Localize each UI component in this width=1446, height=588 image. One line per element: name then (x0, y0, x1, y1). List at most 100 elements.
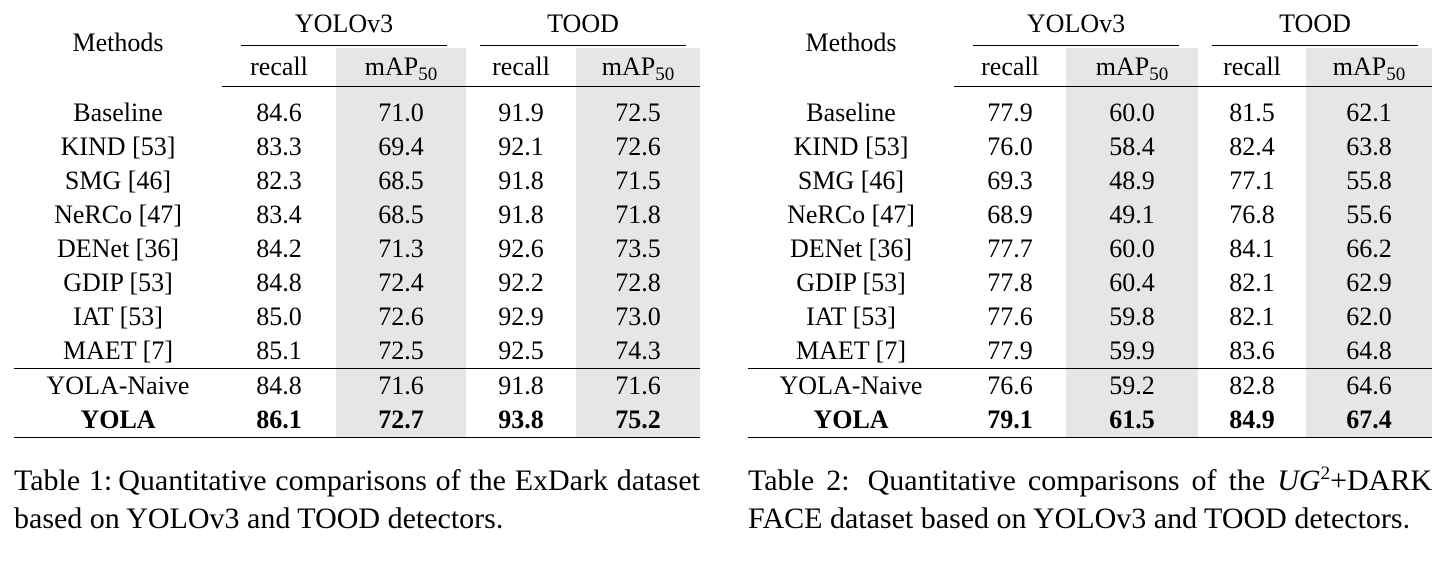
table-body: Baseline 84.6 71.0 91.9 72.5 KIND [53] 83.3 69.… (14, 86, 700, 438)
subheader-map50: mAP50 (336, 48, 466, 87)
results-table-2: Methods YOLOv3 TOOD recall mAP50 recall … (748, 0, 1432, 438)
method-cell: Baseline (73, 97, 163, 127)
yolov3-map50-cell: 60.0 (1066, 232, 1198, 266)
table-row: YOLA 86.1 72.7 93.8 75.2 (14, 403, 700, 438)
table-row: YOLA-Naive 84.8 71.6 91.8 71.6 (14, 368, 700, 403)
yolov3-recall-cell: 83.3 (256, 132, 302, 161)
tood-recall-cell: 91.8 (498, 166, 544, 195)
yolov3-recall-cell: 83.4 (256, 200, 302, 229)
yolov3-map50-cell: 58.4 (1066, 130, 1198, 164)
method-cell: Baseline (806, 97, 896, 127)
yolov3-recall-cell: 77.6 (987, 302, 1033, 331)
yolov3-recall-cell: 77.8 (987, 268, 1033, 297)
tood-map50-cell: 63.8 (1306, 130, 1432, 164)
tood-recall-cell: 81.5 (1229, 98, 1275, 127)
yolov3-recall-cell: 76.0 (987, 132, 1033, 161)
tood-map50-cell: 71.6 (576, 368, 700, 403)
subheader-map50: mAP50 (1066, 48, 1198, 87)
caption-text: +DARK FACE dataset based on YOLOv3 and T… (748, 464, 1433, 535)
method-cell: YOLA-Naive (748, 368, 954, 403)
yolov3-map50-cell: 61.5 (1066, 403, 1198, 438)
tood-recall-cell: 84.1 (1229, 234, 1275, 263)
table-row: GDIP [53] 77.8 60.4 82.1 62.9 (748, 266, 1432, 300)
table-subheader-row: recall mAP50 recall mAP50 (14, 48, 700, 87)
yolov3-recall-cell: 77.7 (987, 234, 1033, 263)
caption-label: Table 1: (14, 464, 113, 497)
subheader-recall: recall (1198, 48, 1306, 87)
method-cell: MAET [7] (62, 336, 173, 365)
tood-recall-cell: 92.2 (498, 268, 544, 297)
table-row: YOLA 79.1 61.5 84.9 67.4 (748, 403, 1432, 438)
yolov3-map50-cell: 68.5 (336, 198, 466, 232)
tood-map50-cell: 62.0 (1306, 300, 1432, 334)
yolov3-map50-cell: 71.0 (336, 86, 466, 130)
table-row: KIND [53] 83.3 69.4 92.1 72.6 (14, 130, 700, 164)
table-caption: Table 1: Quantitative comparisons of the … (14, 462, 700, 538)
yolov3-recall-cell: 84.8 (222, 368, 336, 403)
tood-recall-cell: 76.8 (1229, 200, 1275, 229)
method-cell: YOLA (748, 403, 954, 438)
yolov3-recall-cell: 77.9 (987, 98, 1033, 127)
subheader-recall: recall (222, 48, 336, 87)
yolov3-recall-cell: 68.9 (987, 200, 1033, 229)
yolov3-recall-cell: 84.2 (256, 234, 302, 263)
tood-map50-cell: 72.6 (576, 130, 700, 164)
yolov3-recall-cell: 77.9 (987, 336, 1033, 365)
yolov3-map50-cell: 49.1 (1066, 198, 1198, 232)
yolov3-map50-cell: 72.5 (336, 334, 466, 369)
yolov3-map50-cell: 60.0 (1066, 86, 1198, 130)
tood-map50-cell: 71.8 (576, 198, 700, 232)
table-row: YOLA-Naive 76.6 59.2 82.8 64.6 (748, 368, 1432, 403)
tood-recall-cell: 77.1 (1229, 166, 1275, 195)
tood-recall-cell: 92.6 (498, 234, 544, 263)
results-table-1: Methods YOLOv3 TOOD recall mAP50 recall … (14, 0, 700, 438)
caption-prefix: Quantitative comparisons of the (867, 464, 1266, 497)
subheader-recall: recall (466, 48, 576, 87)
yolov3-recall-cell: 84.6 (256, 98, 302, 127)
caption-label: Table 2: (748, 464, 850, 497)
table-row: IAT [53] 85.0 72.6 92.9 73.0 (14, 300, 700, 334)
tood-recall-cell: 82.4 (1229, 132, 1275, 161)
method-cell: KIND [53] (60, 132, 176, 161)
group-header-yolov3: YOLOv3 (954, 0, 1198, 48)
method-cell: SMG [46] (797, 166, 905, 195)
tood-map50-cell: 72.8 (576, 266, 700, 300)
yolov3-map50-cell: 60.4 (1066, 266, 1198, 300)
method-cell: MAET [7] (795, 336, 906, 365)
yolov3-recall-cell: 84.8 (256, 268, 302, 297)
method-cell: DENet [36] (789, 234, 912, 263)
table-row: MAET [7] 77.9 59.9 83.6 64.8 (748, 334, 1432, 369)
method-cell: NeRCo [47] (54, 200, 182, 229)
yolov3-map50-cell: 72.6 (336, 300, 466, 334)
table-row: SMG [46] 69.3 48.9 77.1 55.8 (748, 164, 1432, 198)
group-header-tood: TOOD (1198, 0, 1432, 48)
yolov3-map50-cell: 71.6 (336, 368, 466, 403)
tood-map50-cell: 64.8 (1306, 334, 1432, 369)
tood-map50-cell: 55.8 (1306, 164, 1432, 198)
table-row: GDIP [53] 84.8 72.4 92.2 72.8 (14, 266, 700, 300)
method-cell: YOLA-Naive (14, 368, 222, 403)
method-cell: KIND [53] (793, 132, 909, 161)
tood-recall-cell: 91.8 (498, 200, 544, 229)
table-row: DENet [36] 77.7 60.0 84.1 66.2 (748, 232, 1432, 266)
tood-map50-cell: 72.5 (576, 86, 700, 130)
tood-map50-cell: 55.6 (1306, 198, 1432, 232)
tood-recall-cell: 93.8 (466, 403, 576, 438)
table-row: SMG [46] 82.3 68.5 91.8 71.5 (14, 164, 700, 198)
yolov3-map50-cell: 72.4 (336, 266, 466, 300)
yolov3-map50-cell: 48.9 (1066, 164, 1198, 198)
table-body: Baseline 77.9 60.0 81.5 62.1 KIND [53] 76.0 58.… (748, 86, 1432, 438)
tood-recall-cell: 84.9 (1198, 403, 1306, 438)
yolov3-recall-cell: 82.3 (256, 166, 302, 195)
method-cell: DENet [36] (56, 234, 179, 263)
methods-header: Methods (72, 28, 164, 58)
method-cell: IAT [53] (806, 302, 896, 331)
table-2-panel: Methods YOLOv3 TOOD recall mAP50 recall … (748, 0, 1432, 538)
yolov3-recall-cell: 85.0 (256, 302, 302, 331)
group-header-tood: TOOD (466, 0, 700, 48)
yolov3-map50-cell: 59.9 (1066, 334, 1198, 369)
method-cell: NeRCo [47] (787, 200, 915, 229)
methods-header: Methods (805, 28, 897, 58)
caption-text: Quantitative comparisons of the ExDark d… (14, 464, 700, 535)
tood-recall-cell: 82.1 (1229, 302, 1275, 331)
